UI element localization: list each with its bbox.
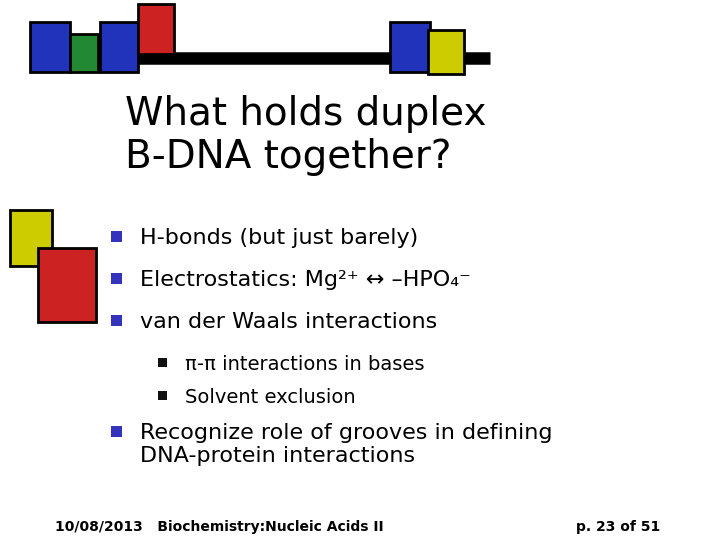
Bar [111,314,122,326]
Bar [158,390,167,400]
Bar [138,4,174,54]
Bar [111,426,122,436]
Bar [390,22,430,72]
Bar [111,231,122,241]
Text: What holds duplex
B-DNA together?: What holds duplex B-DNA together? [125,95,487,176]
Text: 10/08/2013   Biochemistry:Nucleic Acids II: 10/08/2013 Biochemistry:Nucleic Acids II [55,520,384,534]
Bar [30,22,70,72]
Bar [10,210,52,266]
Bar [38,248,96,322]
Text: Electrostatics: Mg²⁺ ↔ –HPO₄⁻: Electrostatics: Mg²⁺ ↔ –HPO₄⁻ [140,270,471,290]
Text: H-bonds (but just barely): H-bonds (but just barely) [140,228,418,248]
Text: Recognize role of grooves in defining
DNA-protein interactions: Recognize role of grooves in defining DN… [140,423,552,466]
Text: p. 23 of 51: p. 23 of 51 [576,520,660,534]
Bar [111,273,122,284]
Bar [158,357,167,367]
Text: π-π interactions in bases: π-π interactions in bases [185,355,425,374]
Text: Solvent exclusion: Solvent exclusion [185,388,356,407]
Text: van der Waals interactions: van der Waals interactions [140,312,437,332]
Bar [70,34,98,72]
Bar [428,30,464,74]
Bar [100,22,138,72]
